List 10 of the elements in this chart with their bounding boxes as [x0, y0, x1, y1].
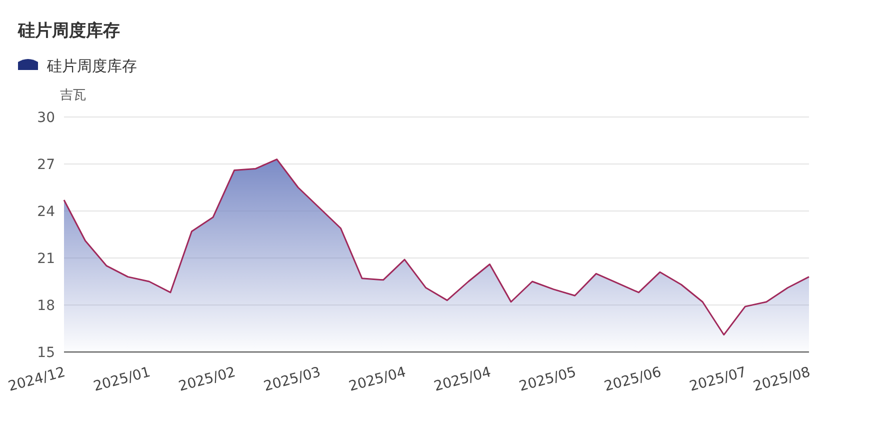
y-tick-label: 21 — [37, 251, 55, 267]
y-axis-title: 吉瓦 — [60, 88, 86, 103]
y-tick-label: 18 — [37, 298, 55, 314]
y-tick-label: 15 — [37, 345, 55, 361]
y-tick-label: 30 — [37, 110, 55, 126]
y-tick-label: 27 — [37, 157, 55, 173]
y-tick-label: 24 — [37, 204, 56, 220]
chart-title: 硅片周度库存 — [17, 21, 120, 41]
legend-label: 硅片周度库存 — [46, 57, 137, 75]
legend: 硅片周度库存 — [18, 57, 137, 75]
